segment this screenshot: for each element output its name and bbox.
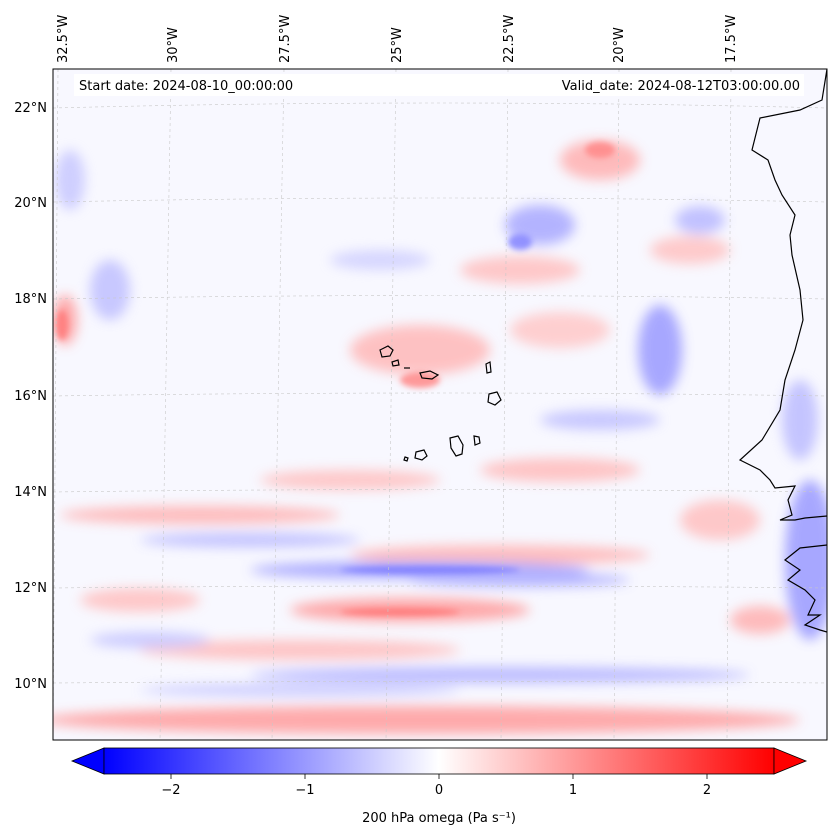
lat-tick-label: 10°N bbox=[14, 677, 47, 692]
colorbar-tick-label: 2 bbox=[703, 783, 711, 798]
colorbar-body bbox=[103, 747, 775, 775]
lat-tick-label: 16°N bbox=[14, 389, 47, 404]
lat-tick-label: 22°N bbox=[14, 101, 47, 116]
map-frame bbox=[52, 68, 828, 741]
lat-tick-label: 18°N bbox=[14, 292, 47, 307]
lon-tick-label: 32.5°W bbox=[56, 15, 71, 63]
colorbar-ticks: −2 −1 0 1 2 bbox=[161, 774, 711, 798]
coastline-africa bbox=[738, 69, 827, 633]
colorbar-high-extend bbox=[773, 747, 808, 775]
valid-date-label: Valid_date: 2024-08-12T03:00:00.00 bbox=[562, 79, 800, 94]
map-background bbox=[53, 69, 827, 740]
latitude-axis: 22°N 20°N 18°N 16°N 14°N 12°N 10°N bbox=[14, 101, 47, 692]
lon-tick-label: 22.5°W bbox=[502, 15, 517, 63]
longitude-axis: 32.5°W 30°W 27.5°W 25°W 22.5°W 20°W 17.5… bbox=[56, 15, 739, 63]
lon-tick-label: 30°W bbox=[166, 27, 181, 63]
header-strip: Start date: 2024-08-10_00:00:00 Valid_da… bbox=[74, 74, 804, 96]
map-panel bbox=[52, 68, 828, 741]
start-date-label: Start date: 2024-08-10_00:00:00 bbox=[79, 79, 293, 94]
lat-tick-label: 14°N bbox=[14, 485, 47, 500]
colorbar-low-extend bbox=[70, 747, 105, 775]
colorbar-tick-label: −2 bbox=[161, 783, 180, 798]
lat-tick-label: 20°N bbox=[14, 196, 47, 211]
colorbar-tick-label: −1 bbox=[295, 783, 314, 798]
lat-tick-label: 12°N bbox=[14, 581, 47, 596]
omega-field bbox=[53, 69, 827, 740]
colorbar-tick-label: 0 bbox=[435, 783, 443, 798]
colorbar-label: 200 hPa omega (Pa s⁻¹) bbox=[362, 811, 516, 826]
gridlines bbox=[53, 69, 827, 740]
lon-tick-label: 27.5°W bbox=[278, 15, 293, 63]
colorbar: −2 −1 0 1 2 200 hPa omega (Pa s⁻¹) bbox=[70, 747, 808, 826]
cape-verde-islands bbox=[379, 345, 502, 462]
lon-tick-label: 20°W bbox=[612, 27, 627, 63]
colorbar-tick-label: 1 bbox=[569, 783, 577, 798]
lon-tick-label: 25°W bbox=[390, 27, 405, 63]
lon-tick-label: 17.5°W bbox=[724, 15, 739, 63]
